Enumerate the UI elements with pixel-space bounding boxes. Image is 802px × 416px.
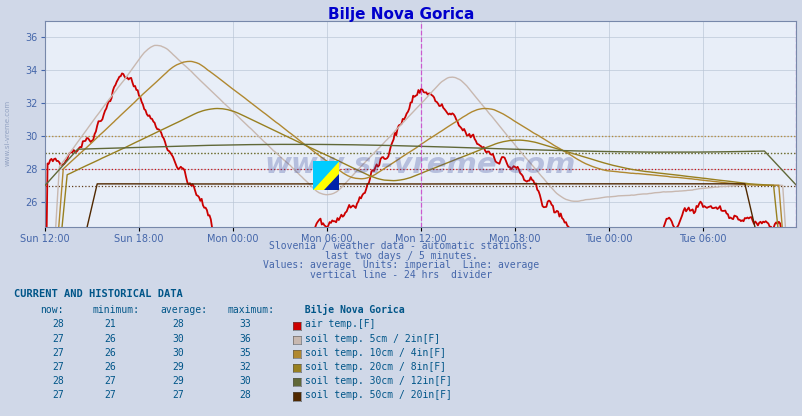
Text: Slovenia / weather data - automatic stations.: Slovenia / weather data - automatic stat… [269, 241, 533, 251]
Text: 27: 27 [52, 390, 63, 400]
Text: 35: 35 [239, 348, 250, 358]
Text: 27: 27 [52, 334, 63, 344]
Text: 21: 21 [104, 319, 115, 329]
Polygon shape [312, 161, 338, 190]
Text: 29: 29 [172, 362, 184, 372]
Text: average:: average: [160, 305, 208, 315]
Polygon shape [312, 161, 338, 190]
Text: 27: 27 [52, 348, 63, 358]
Text: soil temp. 5cm / 2in[F]: soil temp. 5cm / 2in[F] [305, 334, 439, 344]
Text: 27: 27 [104, 390, 115, 400]
Text: 36: 36 [239, 334, 250, 344]
Text: Bilje Nova Gorica: Bilje Nova Gorica [328, 7, 474, 22]
Text: 28: 28 [239, 390, 250, 400]
Text: 27: 27 [52, 362, 63, 372]
Text: www.si-vreme.com: www.si-vreme.com [5, 100, 11, 166]
Text: soil temp. 50cm / 20in[F]: soil temp. 50cm / 20in[F] [305, 390, 452, 400]
Text: last two days / 5 minutes.: last two days / 5 minutes. [325, 251, 477, 261]
Text: minimum:: minimum: [92, 305, 140, 315]
Text: 27: 27 [172, 390, 184, 400]
Text: Bilje Nova Gorica: Bilje Nova Gorica [293, 304, 404, 315]
Text: 30: 30 [172, 334, 184, 344]
Text: 26: 26 [104, 362, 115, 372]
Text: air temp.[F]: air temp.[F] [305, 319, 375, 329]
Text: 33: 33 [239, 319, 250, 329]
Text: 28: 28 [172, 319, 184, 329]
Text: now:: now: [40, 305, 63, 315]
Text: 26: 26 [104, 334, 115, 344]
Text: soil temp. 30cm / 12in[F]: soil temp. 30cm / 12in[F] [305, 376, 452, 386]
Text: 32: 32 [239, 362, 250, 372]
Text: 30: 30 [172, 348, 184, 358]
Polygon shape [324, 173, 338, 190]
Text: 27: 27 [104, 376, 115, 386]
Text: 30: 30 [239, 376, 250, 386]
Text: vertical line - 24 hrs  divider: vertical line - 24 hrs divider [310, 270, 492, 280]
Text: maximum:: maximum: [227, 305, 274, 315]
Text: CURRENT AND HISTORICAL DATA: CURRENT AND HISTORICAL DATA [14, 290, 183, 300]
Text: soil temp. 20cm / 8in[F]: soil temp. 20cm / 8in[F] [305, 362, 446, 372]
Text: Values: average  Units: imperial  Line: average: Values: average Units: imperial Line: av… [263, 260, 539, 270]
Text: soil temp. 10cm / 4in[F]: soil temp. 10cm / 4in[F] [305, 348, 446, 358]
Text: 26: 26 [104, 348, 115, 358]
Text: 28: 28 [52, 319, 63, 329]
Text: 28: 28 [52, 376, 63, 386]
Text: 29: 29 [172, 376, 184, 386]
Text: www.si-vreme.com: www.si-vreme.com [265, 151, 575, 179]
